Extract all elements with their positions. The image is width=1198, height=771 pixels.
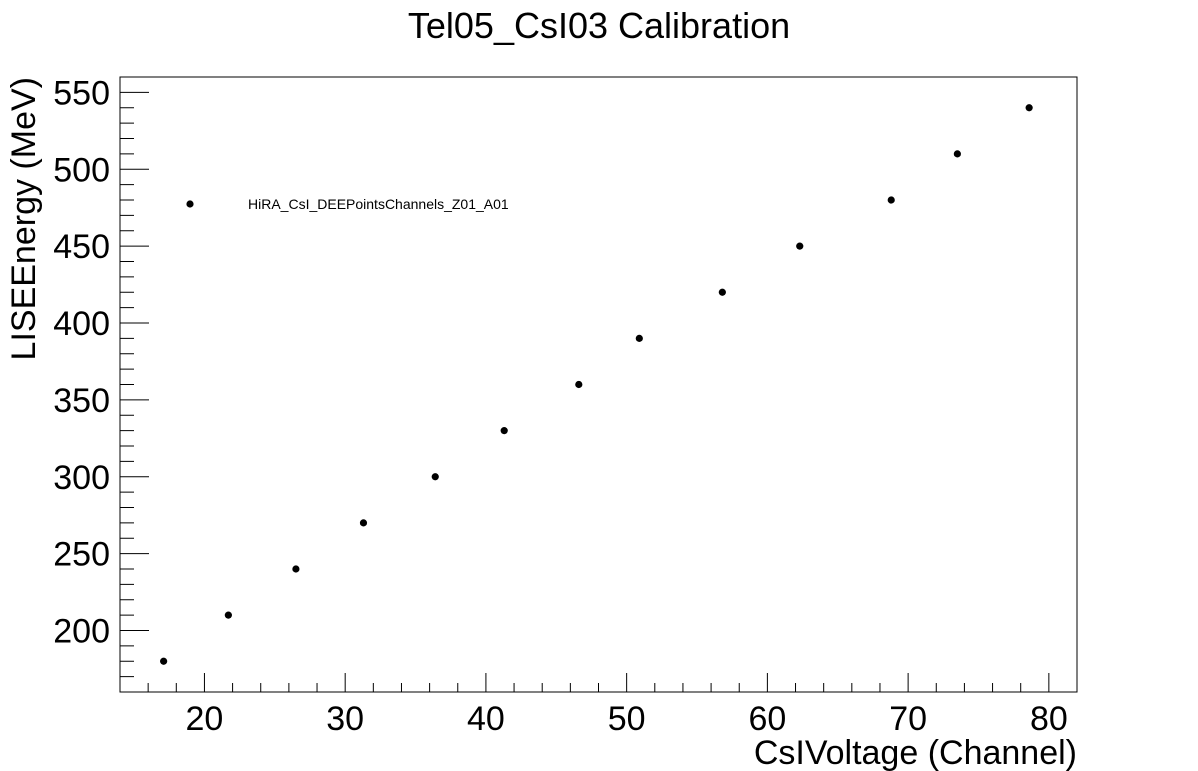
x-axis-ticks: 20 30 40 50 60 70 80: [119, 673, 1078, 738]
data-point: [635, 334, 643, 342]
y-tick-label: 550: [53, 74, 110, 112]
y-tick-label: 350: [53, 382, 110, 420]
y-tick-label: 200: [53, 613, 110, 651]
data-point: [887, 196, 895, 204]
plot-frame: [119, 76, 1078, 693]
data-point: [953, 150, 961, 158]
x-tick-label: 40: [467, 700, 505, 738]
x-axis-label: CsIVoltage (Channel): [754, 734, 1077, 771]
data-point: [718, 288, 726, 296]
data-point: [292, 565, 300, 573]
y-tick-label: 250: [53, 536, 110, 574]
data-point: [160, 657, 168, 665]
x-tick-label: 60: [748, 700, 786, 738]
x-tick-label: 20: [186, 700, 224, 738]
y-tick-label: 300: [53, 459, 110, 497]
y-axis-label: LISEEnergy (MeV): [5, 77, 43, 360]
x-tick-label: 70: [889, 700, 927, 738]
data-points: [160, 104, 1033, 665]
data-point: [431, 473, 439, 481]
legend-marker: [186, 200, 194, 208]
x-tick-label: 30: [326, 700, 364, 738]
data-point: [1025, 104, 1033, 112]
y-axis-ticks: 200 250 300 350 400 450 500 550: [53, 74, 149, 693]
data-point: [796, 242, 804, 250]
data-point: [575, 380, 583, 389]
y-tick-label: 450: [53, 228, 110, 266]
legend: HiRA_CsI_DEEPointsChannels_Z01_A01: [186, 196, 509, 212]
x-tick-label: 50: [608, 700, 646, 738]
data-point: [359, 519, 368, 527]
legend-entry-label: HiRA_CsI_DEEPointsChannels_Z01_A01: [248, 196, 509, 212]
x-tick-label: 80: [1030, 700, 1068, 738]
data-point: [500, 427, 508, 435]
data-point: [224, 611, 232, 619]
y-tick-label: 400: [53, 305, 110, 343]
chart-title: Tel05_CsI03 Calibration: [408, 5, 790, 46]
y-tick-label: 500: [53, 151, 110, 189]
